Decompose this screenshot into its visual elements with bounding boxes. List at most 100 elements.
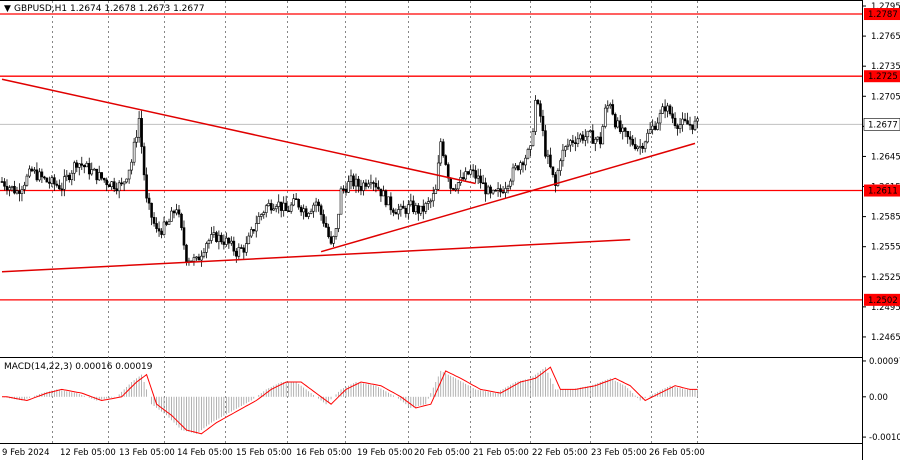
candle-body bbox=[454, 188, 458, 191]
candle-body bbox=[352, 175, 355, 187]
candle-body bbox=[254, 223, 258, 232]
candle-body bbox=[359, 186, 363, 191]
candle-body bbox=[274, 206, 278, 210]
candle-body bbox=[65, 174, 69, 178]
candle-body bbox=[476, 175, 480, 179]
candle-body bbox=[70, 172, 74, 181]
candle-body bbox=[666, 105, 669, 112]
candle-body bbox=[608, 104, 612, 107]
candle-body bbox=[77, 163, 81, 168]
candle-body bbox=[364, 182, 368, 187]
candle-body bbox=[486, 186, 490, 195]
candle-body bbox=[603, 107, 607, 127]
candle-body bbox=[13, 185, 16, 194]
candle-body bbox=[581, 134, 585, 141]
level-price-tag bbox=[864, 8, 900, 21]
candle-body bbox=[304, 208, 308, 217]
candle-body bbox=[165, 221, 168, 225]
candle-body bbox=[529, 145, 532, 150]
candle-body bbox=[593, 138, 597, 144]
candle-body bbox=[344, 188, 348, 193]
candle-body bbox=[611, 104, 615, 115]
candle-body bbox=[240, 247, 243, 249]
candle-body bbox=[0, 181, 4, 183]
candle-body bbox=[419, 205, 423, 214]
candle-body bbox=[147, 197, 151, 204]
candle-body bbox=[628, 136, 632, 140]
horizontal-levels[interactable]: 1.2787 1.2725 1.2611 1.2502 bbox=[0, 8, 900, 306]
candle-body bbox=[264, 205, 268, 213]
candle-body bbox=[269, 203, 273, 211]
candle-body bbox=[658, 113, 662, 124]
candle-body bbox=[429, 200, 433, 203]
candle-body bbox=[115, 188, 118, 192]
candle-body bbox=[277, 201, 281, 207]
candle-body bbox=[112, 181, 116, 190]
current-price-label: 1.2677 bbox=[868, 120, 898, 130]
candle-body bbox=[120, 182, 123, 185]
candle-body bbox=[616, 120, 620, 128]
candle-body bbox=[424, 203, 428, 212]
candle-body bbox=[481, 182, 485, 185]
candle-body bbox=[15, 190, 19, 194]
macd-header-text: MACD(14,22,3) 0.00016 0.00019 bbox=[4, 362, 153, 372]
candle-body bbox=[185, 244, 188, 263]
candle-body bbox=[53, 177, 56, 185]
price-tick-label: 1.2495 bbox=[871, 303, 900, 313]
candle-body bbox=[382, 190, 385, 197]
candle-body bbox=[549, 154, 552, 168]
collapse-triangle-icon[interactable]: ▼ bbox=[4, 4, 11, 14]
candle-body bbox=[202, 252, 206, 257]
candle-body bbox=[249, 229, 253, 237]
candle-body bbox=[384, 190, 388, 206]
candle-body bbox=[50, 177, 54, 184]
candle-body bbox=[571, 140, 575, 143]
candle-body bbox=[521, 162, 525, 166]
candle-body bbox=[130, 161, 133, 171]
candle-body bbox=[125, 178, 128, 183]
candle-body bbox=[504, 188, 507, 193]
candle-body bbox=[225, 237, 228, 245]
trend-lines[interactable] bbox=[1, 78, 696, 273]
candle-body bbox=[663, 106, 667, 112]
current-price-line: 1.2677 bbox=[0, 118, 900, 131]
candle-body bbox=[671, 113, 674, 119]
candle-body bbox=[30, 168, 34, 172]
candle-body bbox=[673, 117, 677, 126]
time-label: 19 Feb 05:00 bbox=[357, 448, 413, 458]
candle-body bbox=[195, 256, 198, 259]
candle-body bbox=[417, 205, 420, 214]
candle-body bbox=[379, 188, 383, 197]
main-pane[interactable] bbox=[0, 0, 863, 460]
macd-tick-label: 0.00097 bbox=[869, 357, 900, 367]
candle-body bbox=[342, 188, 345, 191]
candle-body bbox=[327, 226, 330, 238]
level-price-label: 1.2611 bbox=[868, 187, 898, 197]
candle-body bbox=[407, 204, 410, 214]
candle-body bbox=[175, 209, 178, 214]
candle-body bbox=[648, 129, 652, 134]
time-label: 20 Feb 05:00 bbox=[414, 448, 470, 458]
candle-body bbox=[40, 171, 44, 178]
candle-body bbox=[317, 201, 320, 207]
candle-body bbox=[668, 105, 672, 115]
candle-body bbox=[180, 213, 183, 228]
candle-body bbox=[339, 188, 343, 215]
candle-body bbox=[511, 167, 515, 182]
candle-body bbox=[446, 164, 450, 179]
candle-body bbox=[192, 257, 196, 262]
candle-body bbox=[197, 256, 201, 261]
candle-body bbox=[539, 103, 542, 117]
candle-body bbox=[574, 142, 577, 145]
candle-body bbox=[598, 136, 602, 145]
candle-body bbox=[182, 227, 186, 246]
candle-body bbox=[566, 144, 570, 147]
candle-body bbox=[294, 198, 298, 200]
candle-body bbox=[691, 124, 694, 130]
candle-body bbox=[160, 230, 163, 235]
candle-body bbox=[536, 100, 540, 105]
candle-body bbox=[613, 113, 617, 128]
candle-body bbox=[322, 214, 325, 224]
